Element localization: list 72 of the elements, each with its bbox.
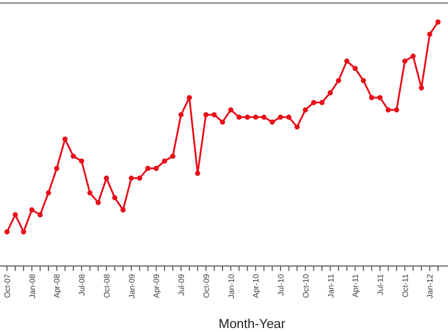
point [186,95,192,100]
x-tick-label: Oct-08 [102,273,112,298]
x-tick-label: Apr-11 [351,273,360,298]
point [311,100,316,106]
point [236,114,242,120]
x-tick-label: Oct-10 [301,273,310,298]
point [244,114,250,120]
point [29,207,34,212]
point [154,166,159,171]
point [195,170,200,176]
point [112,195,118,200]
point [162,158,168,164]
point [328,90,333,96]
point [62,136,68,142]
point [286,114,292,120]
point [128,176,134,181]
point [435,19,441,25]
x-tick-label: Jul-10 [276,273,286,296]
point [302,107,308,112]
point [418,85,424,90]
point [261,114,267,120]
point [46,190,52,196]
point [178,112,184,118]
x-tick-label: Jan-10 [226,273,236,298]
point [87,190,92,196]
point [270,119,275,125]
x-tick-label: Oct-09 [202,273,211,298]
point [4,229,10,234]
point [377,95,383,100]
point [336,78,342,84]
x-tick-label: Oct-07 [3,273,12,298]
point [96,200,101,206]
point [170,154,176,159]
point [427,32,432,37]
point [394,107,400,112]
x-tick-label: Apr-09 [152,273,162,298]
point [38,212,43,218]
point [137,176,142,181]
x-tick-label: Jan-09 [127,273,136,298]
point [228,107,234,112]
point [54,166,60,171]
point [319,100,325,106]
point [294,124,300,130]
point [203,112,209,118]
x-tick-label: Oct-11 [400,273,410,298]
x-tick-label: Apr-10 [252,273,261,298]
x-axis-title: Month-Year [218,316,286,331]
point [386,107,391,112]
point [12,212,18,218]
point [70,154,76,159]
x-tick-label: Jul-09 [177,273,186,296]
point [360,78,366,84]
point [278,114,284,120]
point [344,58,350,64]
point [220,119,226,125]
point [104,176,110,181]
point [352,66,358,71]
point [20,229,26,234]
point [410,54,416,59]
point [145,166,151,171]
point [78,158,84,164]
point [253,114,258,120]
x-tick-label: Jan-08 [28,273,37,298]
point [369,95,374,100]
x-tick-label: Jul-08 [78,273,87,296]
point [120,207,126,212]
x-tick-label: Jul-11 [376,273,385,296]
x-tick-label: Jan-12 [426,273,435,298]
x-tick-label: Apr-08 [52,273,62,298]
point [212,112,217,118]
point [402,58,408,64]
x-tick-label: Jan-11 [326,273,336,298]
